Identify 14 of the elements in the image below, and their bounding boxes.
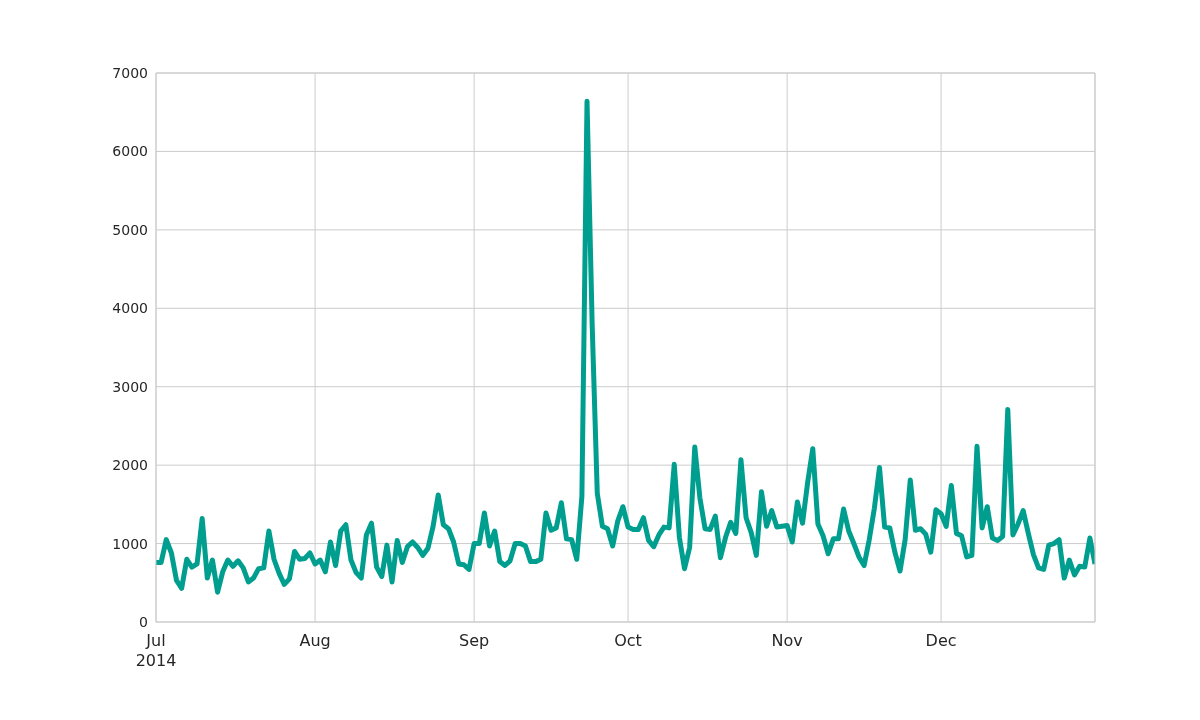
y-tick-label: 7000 bbox=[112, 64, 148, 81]
y-tick-label: 1000 bbox=[112, 535, 148, 552]
x-tick-label: Sep bbox=[459, 631, 490, 650]
x-tick-label: Dec bbox=[925, 631, 957, 650]
y-tick-label: 2000 bbox=[112, 457, 148, 474]
y-tick-label: 4000 bbox=[112, 300, 148, 317]
x-tick-label: Nov bbox=[771, 631, 803, 650]
x-tick-label: Jul 2014 bbox=[135, 631, 177, 670]
x-tick-label: Oct bbox=[614, 631, 642, 650]
x-tick-label: Aug bbox=[299, 631, 331, 650]
y-tick-label: 5000 bbox=[112, 221, 148, 238]
y-tick-label: 3000 bbox=[112, 378, 148, 395]
y-tick-label: 0 bbox=[139, 613, 148, 630]
y-tick-label: 6000 bbox=[112, 143, 148, 160]
